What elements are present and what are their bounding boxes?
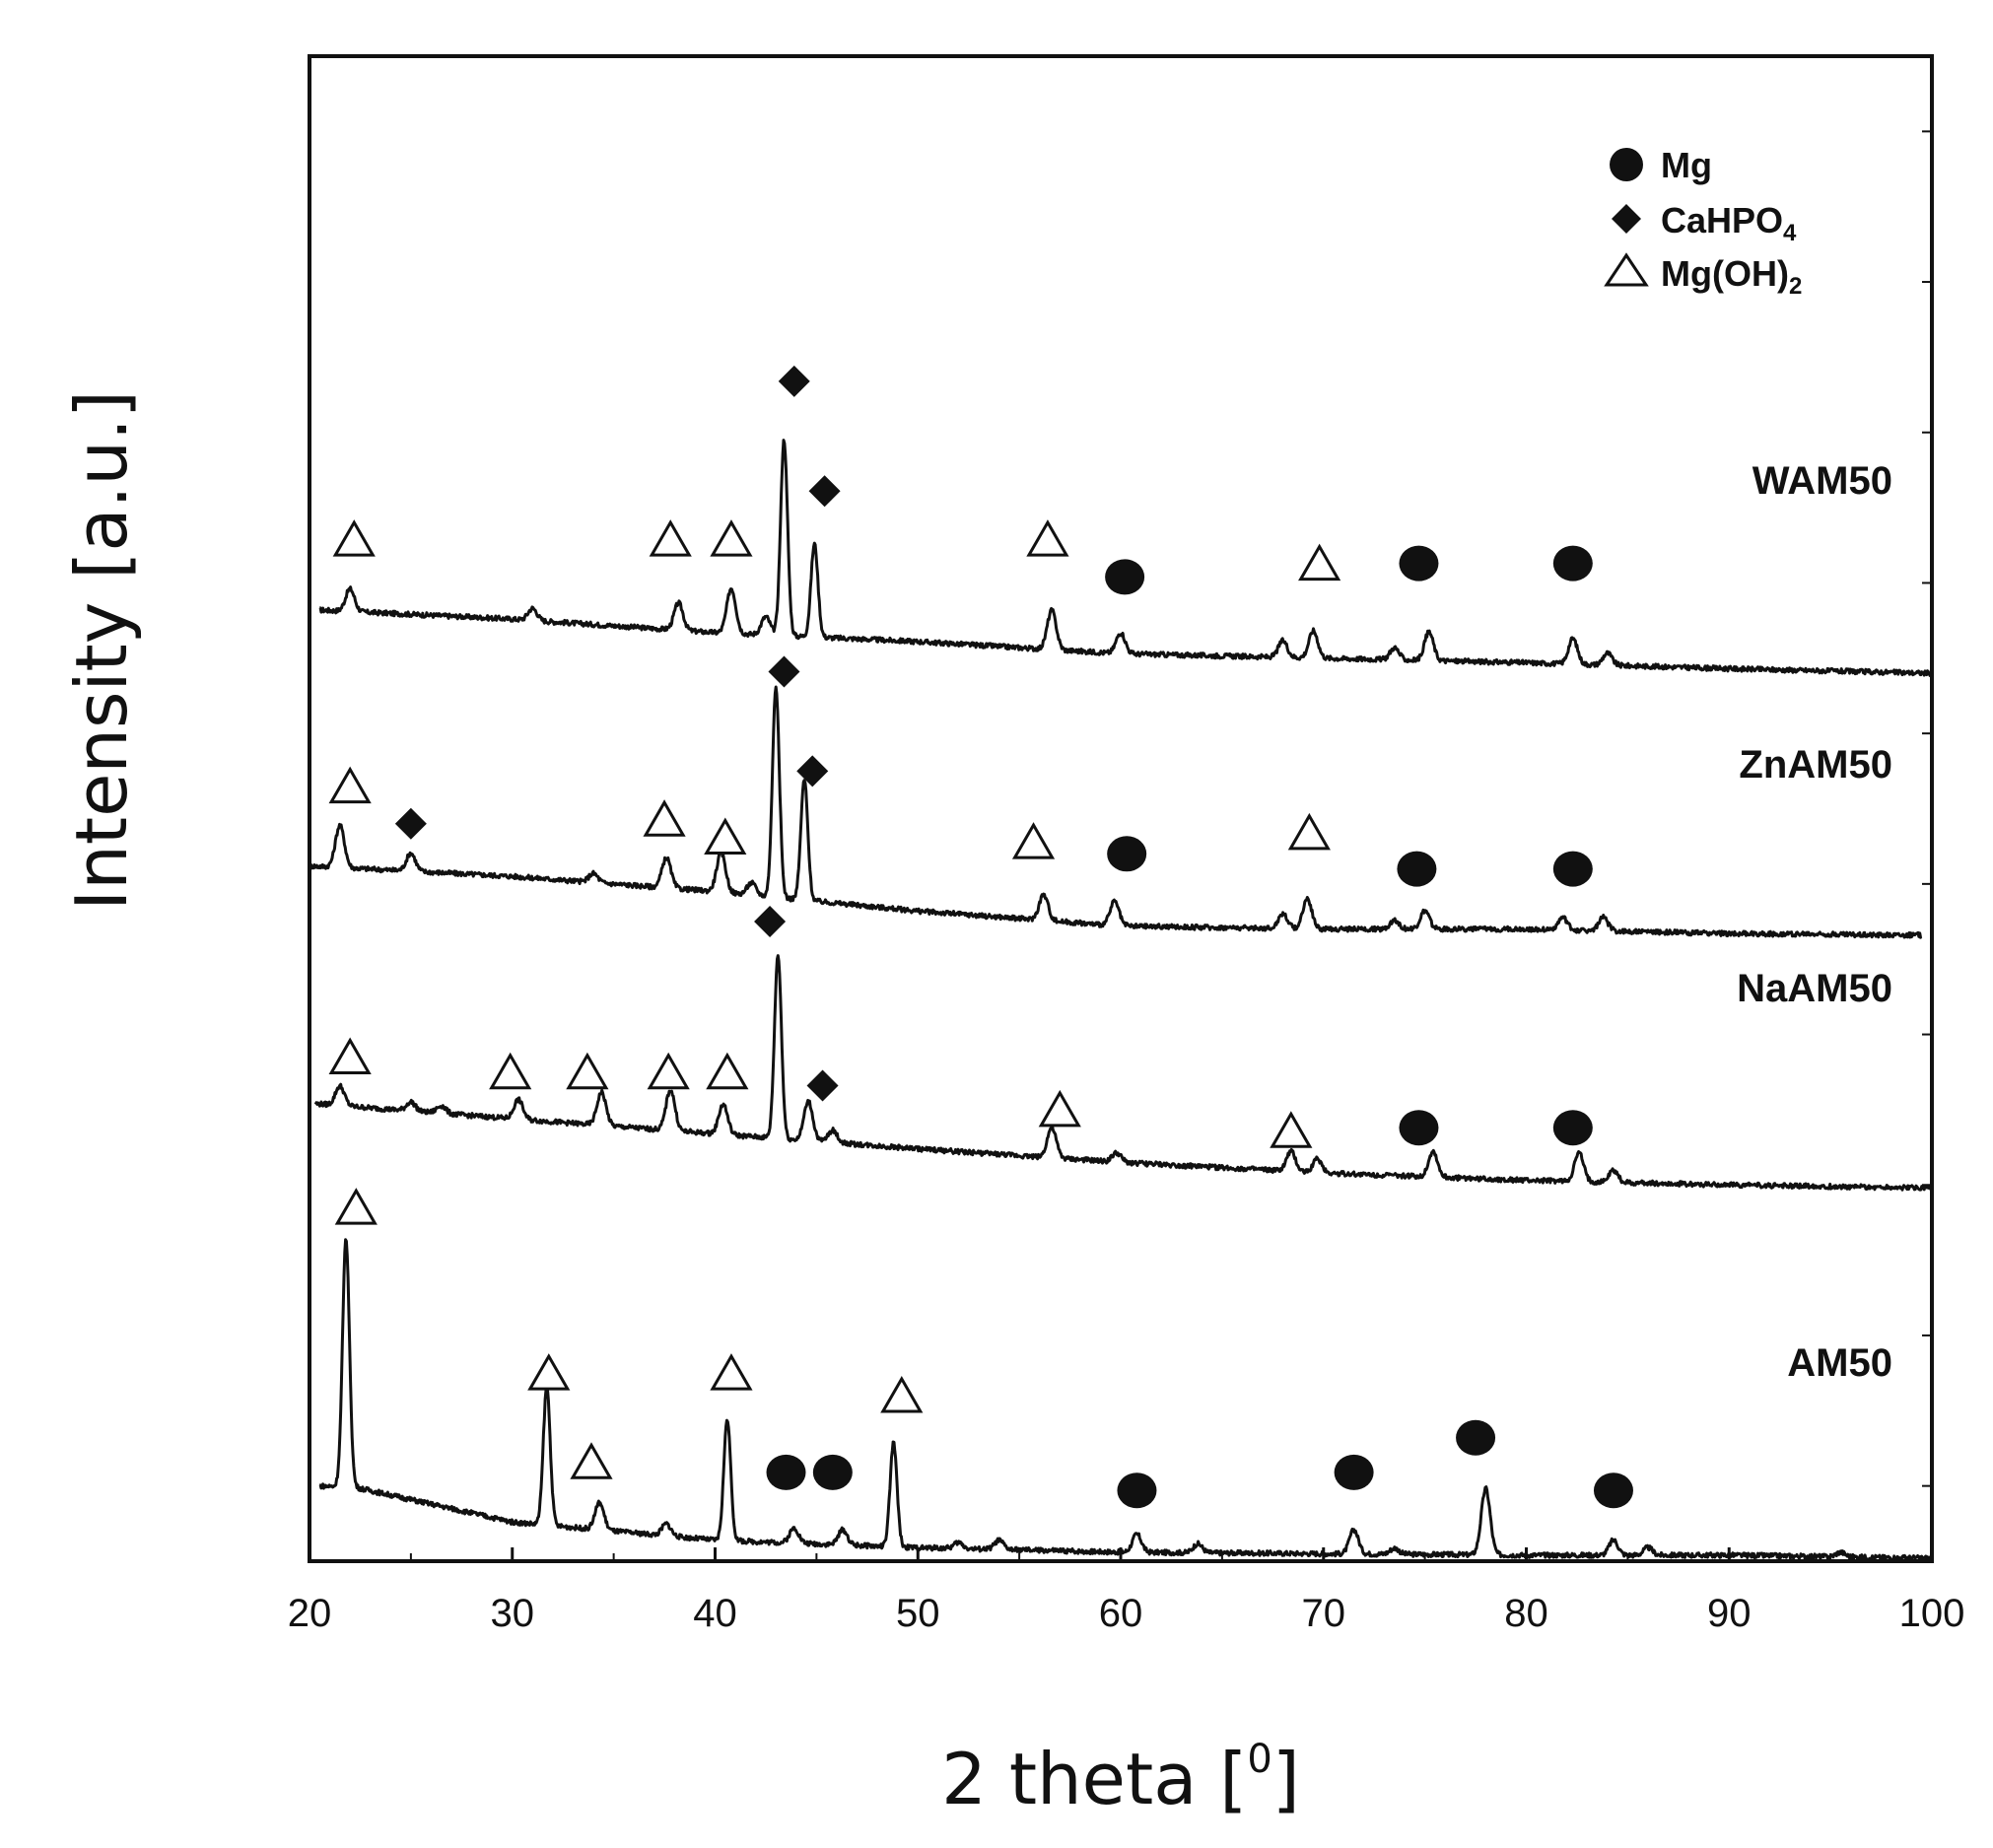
marker-am50-circle-10: [1593, 1472, 1633, 1509]
legend-diamond-icon: [1612, 204, 1641, 234]
marker-am50-triangle-1: [527, 1353, 571, 1391]
legend-subscript-2: 2: [1789, 273, 1802, 300]
marker-wam50-diamond-4: [808, 475, 841, 508]
marker-znam50-triangle-3: [704, 817, 747, 856]
marker-am50-triangle-2: [570, 1442, 613, 1479]
legend-circle-icon: [1610, 148, 1643, 181]
x-tick-label-80: 80: [1504, 1592, 1548, 1635]
x-tick-label-30: 30: [491, 1592, 535, 1635]
marker-naam50-triangle-7: [1038, 1089, 1081, 1128]
marker-naam50-circle-10: [1552, 1110, 1593, 1146]
marker-wam50-triangle-0: [332, 519, 376, 557]
marker-wam50-triangle-7: [1298, 543, 1341, 582]
legend-label-mgoh2: Mg(OH)2: [1661, 253, 1802, 300]
marker-am50-circle-5: [812, 1454, 853, 1490]
legend: Mg CaHPO4 Mg(OH)2: [1604, 145, 1802, 300]
marker-znam50-circle-7: [1107, 836, 1147, 872]
marker-wam50-circle-9: [1552, 545, 1593, 582]
marker-naam50-diamond-5: [754, 906, 787, 938]
marker-naam50-diamond-6: [806, 1069, 839, 1102]
marker-naam50-triangle-0: [328, 1037, 372, 1074]
x-tick-label-20: 20: [288, 1592, 332, 1635]
series-line-znam50: [308, 685, 1923, 939]
x-tick-label-50: 50: [896, 1592, 940, 1635]
marker-naam50-triangle-8: [1270, 1111, 1313, 1148]
x-tick-label-40: 40: [693, 1592, 737, 1635]
x-tick-label-100: 100: [1899, 1592, 1965, 1635]
marker-znam50-triangle-2: [643, 799, 686, 837]
marker-naam50-triangle-4: [706, 1052, 749, 1090]
x-tick-label-60: 60: [1099, 1592, 1143, 1635]
marker-znam50-triangle-0: [328, 766, 372, 804]
marker-znam50-circle-9: [1397, 851, 1437, 887]
marker-naam50-triangle-3: [647, 1052, 690, 1090]
marker-wam50-circle-6: [1105, 559, 1145, 595]
legend-subscript-4: 4: [1783, 220, 1797, 246]
marker-znam50-triangle-8: [1287, 812, 1331, 851]
series-line-naam50: [313, 954, 1933, 1192]
marker-am50-triangle-3: [710, 1353, 753, 1391]
legend-label-mg: Mg: [1661, 145, 1712, 185]
marker-znam50-diamond-4: [768, 655, 800, 688]
marker-wam50-triangle-1: [649, 519, 692, 557]
series-label-naam50: NaAM50: [1737, 967, 1892, 1010]
marker-am50-triangle-6: [880, 1376, 924, 1413]
legend-label-cahpo4: CaHPO4: [1661, 200, 1797, 246]
marker-wam50-circle-8: [1399, 545, 1439, 582]
x-axis-title-superscript: 0: [1247, 1737, 1271, 1782]
marker-am50-circle-8: [1334, 1454, 1374, 1490]
x-tick-label-70: 70: [1302, 1592, 1346, 1635]
legend-triangle-icon: [1604, 252, 1649, 287]
x-tick-label-90: 90: [1707, 1592, 1752, 1635]
axis-ticks: 20 30 40 50 60 70 80 90 100: [288, 130, 1965, 1635]
marker-naam50-circle-9: [1399, 1110, 1439, 1146]
marker-znam50-triangle-6: [1011, 822, 1056, 859]
marker-znam50-diamond-1: [394, 807, 427, 840]
marker-znam50-circle-10: [1552, 851, 1593, 887]
marker-naam50-triangle-1: [489, 1052, 532, 1090]
series-line-wam50: [318, 439, 1933, 677]
series-label-am50: AM50: [1787, 1341, 1892, 1385]
marker-am50-circle-9: [1456, 1419, 1496, 1456]
marker-am50-circle-7: [1117, 1472, 1157, 1509]
series-label-znam50: ZnAM50: [1739, 743, 1892, 787]
marker-wam50-diamond-3: [778, 365, 810, 397]
series-line-am50: [318, 1238, 1934, 1562]
series-label-wam50: WAM50: [1752, 459, 1892, 503]
x-axis-title: 2 theta [0]: [941, 1737, 1300, 1820]
plot-area: [308, 365, 1934, 1562]
marker-am50-triangle-0: [334, 1188, 378, 1225]
marker-znam50-diamond-5: [796, 755, 829, 787]
marker-wam50-triangle-5: [1026, 519, 1069, 557]
marker-naam50-triangle-2: [566, 1052, 609, 1090]
marker-wam50-triangle-2: [710, 519, 753, 557]
marker-am50-circle-4: [766, 1454, 806, 1490]
y-axis-title: Intensity [a.u.]: [60, 390, 143, 911]
